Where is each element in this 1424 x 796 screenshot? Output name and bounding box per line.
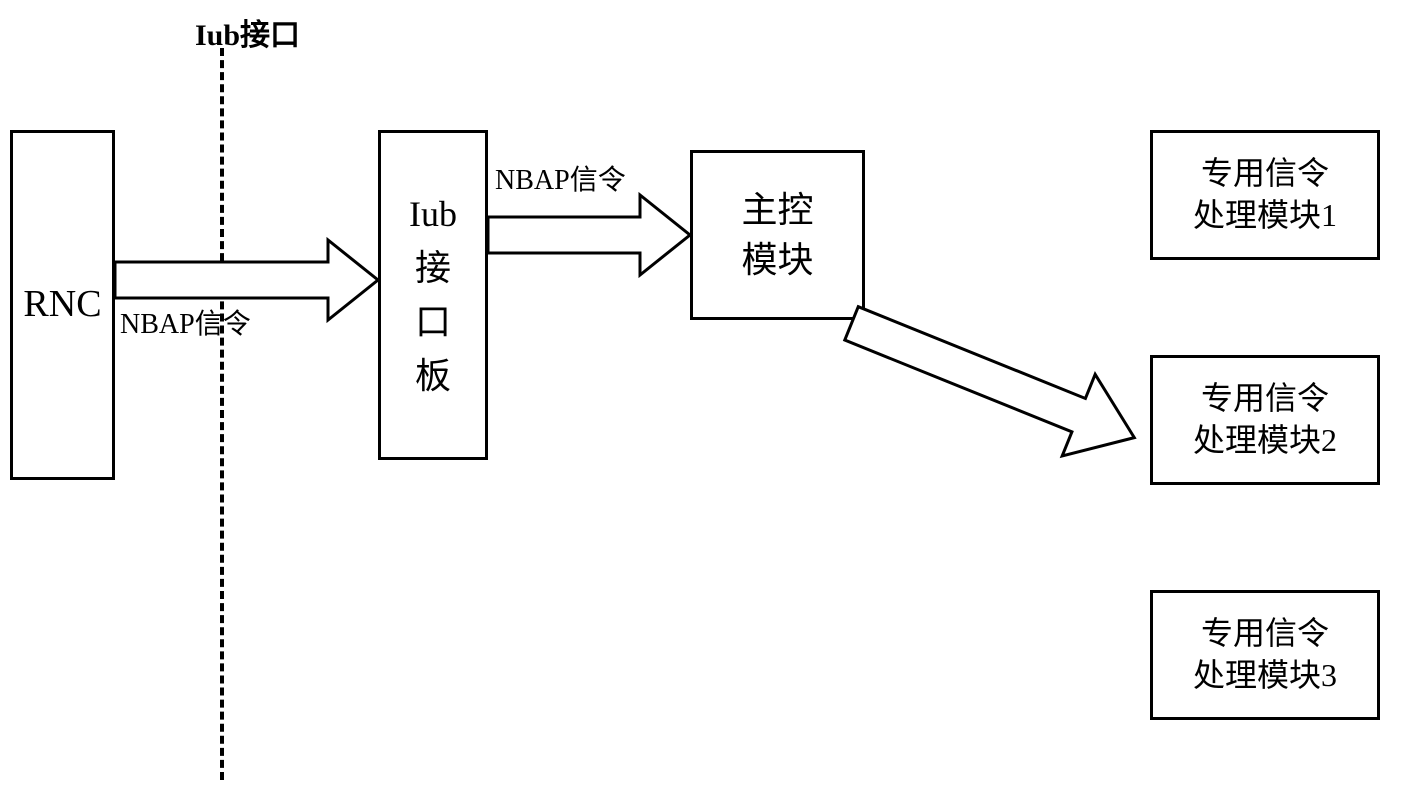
rnc-label: RNC: [23, 280, 101, 329]
arrow1-label: NBAP信令: [120, 302, 251, 342]
arrow-main-to-module2: [855, 270, 1165, 470]
module3-line2: 处理模块3: [1193, 655, 1337, 697]
module3-line1: 专用信令: [1193, 613, 1337, 655]
module2-label: 专用信令 处理模块2: [1193, 378, 1337, 461]
module1-line2: 处理模块1: [1193, 195, 1337, 237]
module2-line2: 处理模块2: [1193, 420, 1337, 462]
iub-board-label: Iub 接 口 板: [409, 187, 457, 403]
module1-box: 专用信令 处理模块1: [1150, 130, 1380, 260]
iub-interface-label: Iub接口: [195, 10, 300, 54]
module1-line1: 专用信令: [1193, 153, 1337, 195]
main-control-line2: 模块: [741, 235, 813, 285]
module3-label: 专用信令 处理模块3: [1193, 613, 1337, 696]
iub-board-line1: Iub: [409, 187, 457, 241]
iub-board-line4: 板: [409, 349, 457, 403]
arrow2-label: NBAP信令: [495, 158, 626, 198]
module3-box: 专用信令 处理模块3: [1150, 590, 1380, 720]
iub-board-line2: 接: [409, 241, 457, 295]
arrow-iub-to-main: [488, 195, 690, 275]
main-control-line1: 主控: [741, 185, 813, 235]
iub-board-line3: 口: [409, 295, 457, 349]
iub-interface-divider: [220, 48, 224, 780]
main-control-box: 主控 模块: [690, 150, 865, 320]
iub-board-box: Iub 接 口 板: [378, 130, 488, 460]
module1-label: 专用信令 处理模块1: [1193, 153, 1337, 236]
module2-box: 专用信令 处理模块2: [1150, 355, 1380, 485]
rnc-box: RNC: [10, 130, 115, 480]
module2-line1: 专用信令: [1193, 378, 1337, 420]
main-control-label: 主控 模块: [741, 185, 813, 286]
